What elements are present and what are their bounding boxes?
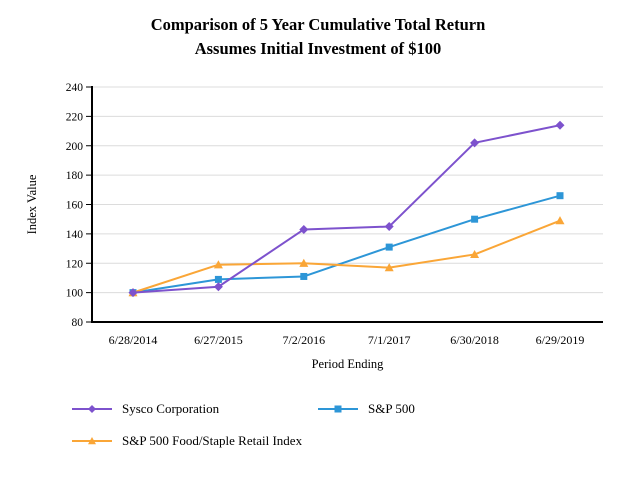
chart-title-line2: Assumes Initial Investment of $100 (194, 39, 442, 58)
square-marker (471, 215, 479, 223)
y-tick-label: 120 (66, 258, 84, 270)
y-tick-label: 100 (66, 288, 84, 300)
chart-title: Comparison of 5 Year Cumulative Total Re… (0, 13, 636, 61)
y-tick-label: 200 (66, 141, 84, 153)
diamond-marker (213, 282, 223, 292)
square-marker (300, 272, 308, 280)
x-tick-label: 6/27/2015 (194, 333, 243, 347)
legend-diamond-swatch (72, 405, 112, 413)
square-marker (214, 275, 222, 283)
x-tick-label: 6/28/2014 (109, 333, 158, 347)
x-tick-label: 7/1/2017 (368, 333, 411, 347)
y-tick-label: 80 (72, 317, 84, 329)
y-tick-label: 180 (66, 170, 84, 182)
y-tick-label: 160 (66, 200, 84, 212)
x-axis-title: Period Ending (312, 357, 385, 371)
x-axis-labels: 6/28/2014 6/27/2015 7/2/2016 7/1/2017 6/30/2… (109, 333, 585, 347)
x-tick-label: 7/2/2016 (282, 333, 325, 347)
triangle-marker (470, 249, 480, 259)
triangle-marker (555, 216, 565, 225)
triangle-marker (213, 260, 223, 269)
square-marker (385, 243, 393, 251)
diamond-marker (299, 224, 309, 234)
diamond-marker (128, 288, 138, 298)
y-axis-title: Index Value (25, 174, 39, 234)
series-line (132, 219, 561, 294)
legend-label: Sysco Corporation (122, 401, 220, 416)
series-line (132, 124, 561, 294)
y-gridlines (92, 86, 603, 294)
legend-label: S&P 500 (368, 401, 415, 416)
square-marker (556, 192, 564, 200)
series-line (132, 194, 561, 294)
chart-title-line1: Comparison of 5 Year Cumulative Total Re… (150, 15, 486, 34)
y-tick-label: 140 (66, 229, 84, 241)
x-tick-label: 6/29/2019 (536, 333, 585, 347)
legend-triangle-swatch (72, 437, 112, 445)
chart-legend: Sysco Corporation S&P 500 S&P 500 Food/Sta… (72, 400, 415, 450)
y-tick-label: 240 (66, 82, 84, 94)
triangle-marker (299, 258, 309, 267)
triangle-marker (384, 263, 394, 272)
y-tick-label: 220 (66, 111, 84, 123)
y-axis-ticks: 80 100 120 140 160 180 200 220 240 (66, 82, 92, 329)
diamond-marker (555, 120, 565, 130)
legend-item-s-p-500: S&P 500 (318, 400, 415, 418)
triangle-marker (88, 437, 96, 445)
series-sysco-corporation (128, 120, 565, 298)
square-marker (334, 405, 342, 413)
diamond-marker (384, 222, 394, 232)
diamond-marker (88, 405, 96, 413)
x-tick-label: 6/30/2018 (450, 333, 499, 347)
legend-square-swatch (318, 405, 358, 413)
legend-label: S&P 500 Food/Staple Retail Index (122, 433, 303, 448)
diamond-marker (470, 138, 480, 148)
legend-item-sysco-corporation: Sysco Corporation (72, 400, 318, 418)
legend-item-s-p-500-food-staple-retail-index: S&P 500 Food/Staple Retail Index (72, 432, 318, 450)
